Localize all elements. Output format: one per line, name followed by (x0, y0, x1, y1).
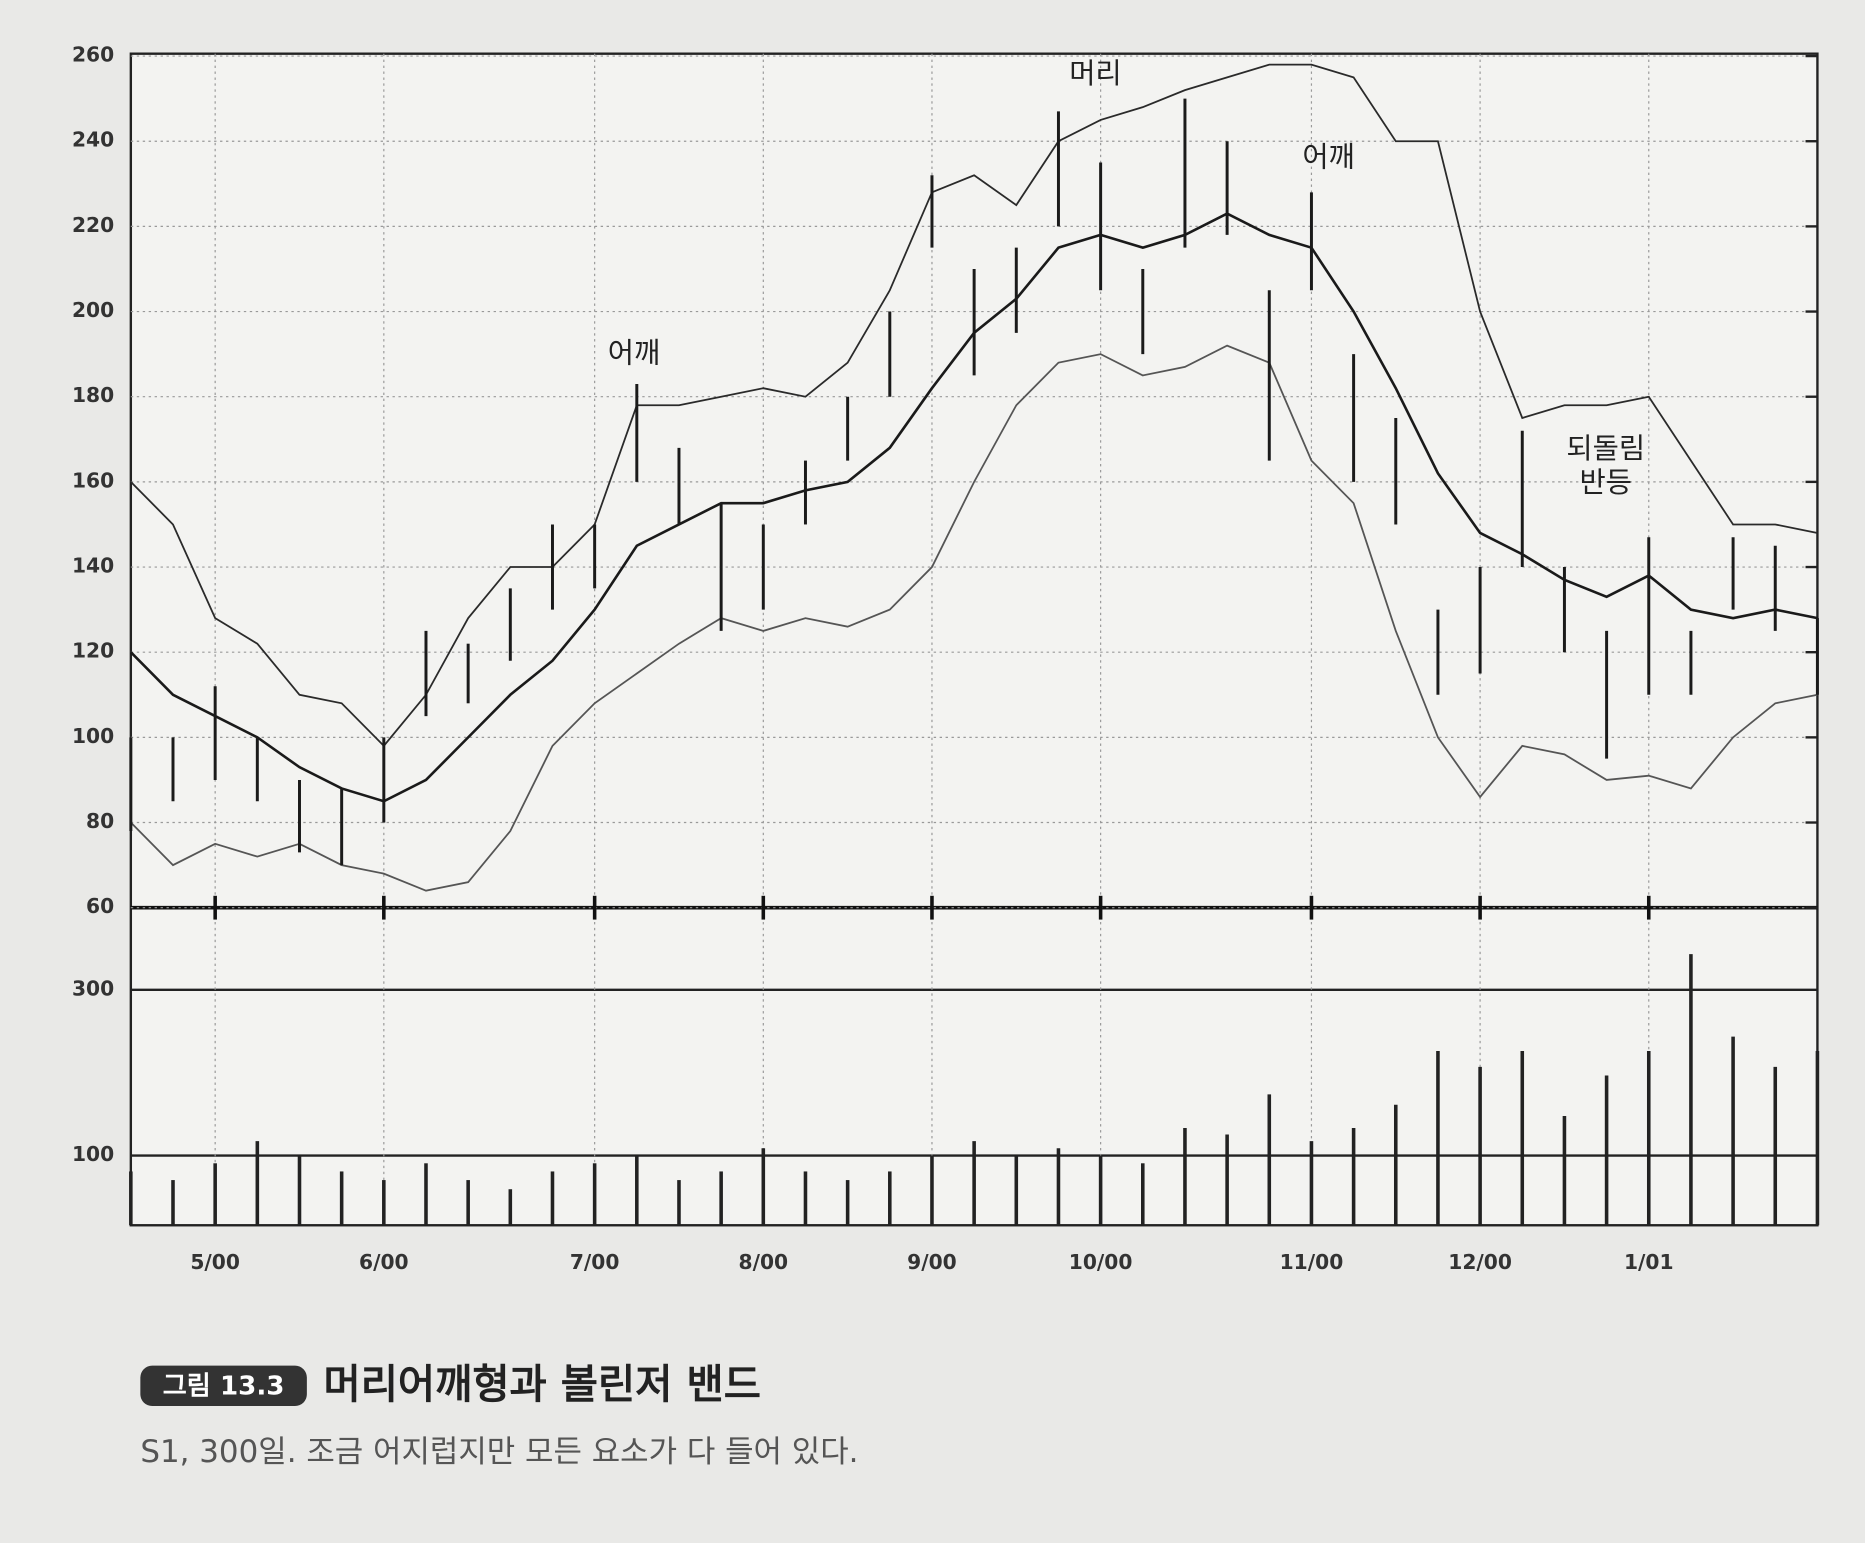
figure-title: 머리어깨형과 볼린저 밴드 (324, 1360, 761, 1408)
x-tick-label: 8/00 (739, 1250, 789, 1274)
y-tick-label: 180 (72, 383, 114, 407)
annotation: 되돌림 (1566, 432, 1645, 465)
x-tick-label: 7/00 (570, 1250, 620, 1274)
band-line (130, 63, 1818, 748)
y-tick-label: 80 (86, 809, 114, 833)
x-tick-label: 6/00 (359, 1250, 409, 1274)
x-tick-label: 11/00 (1280, 1250, 1344, 1274)
volume-tick-label: 100 (72, 1142, 114, 1166)
y-tick-label: 140 (72, 554, 114, 578)
x-tick-label: 10/00 (1069, 1250, 1133, 1274)
volume-tick-label: 300 (72, 976, 114, 1000)
figure-caption: S1, 300일. 조금 어지럽지만 모든 요소가 다 들어 있다. (140, 1434, 858, 1470)
figure-badge (140, 1365, 307, 1407)
annotation: 머리 (1069, 57, 1122, 90)
annotation: 어깨 (1302, 140, 1355, 173)
x-tick-label: 5/00 (190, 1250, 240, 1274)
y-tick-label: 160 (72, 468, 114, 492)
x-tick-label: 9/00 (907, 1250, 957, 1274)
plot-frame (129, 52, 1819, 1227)
y-tick-label: 240 (72, 128, 114, 152)
y-tick-label: 220 (72, 213, 114, 237)
band-line (130, 344, 1818, 892)
annotation: 어깨 (608, 337, 661, 370)
x-tick-label: 1/01 (1624, 1250, 1674, 1274)
x-tick-label: 12/00 (1448, 1250, 1512, 1274)
y-tick-label: 120 (72, 639, 114, 663)
y-tick-label: 100 (72, 724, 114, 748)
y-tick-label: 60 (86, 894, 114, 918)
y-tick-label: 200 (72, 298, 114, 322)
figure-label: 그림 13.3 (163, 1372, 285, 1402)
annotation: 반등 (1579, 466, 1632, 499)
y-tick-label: 260 (72, 43, 114, 67)
